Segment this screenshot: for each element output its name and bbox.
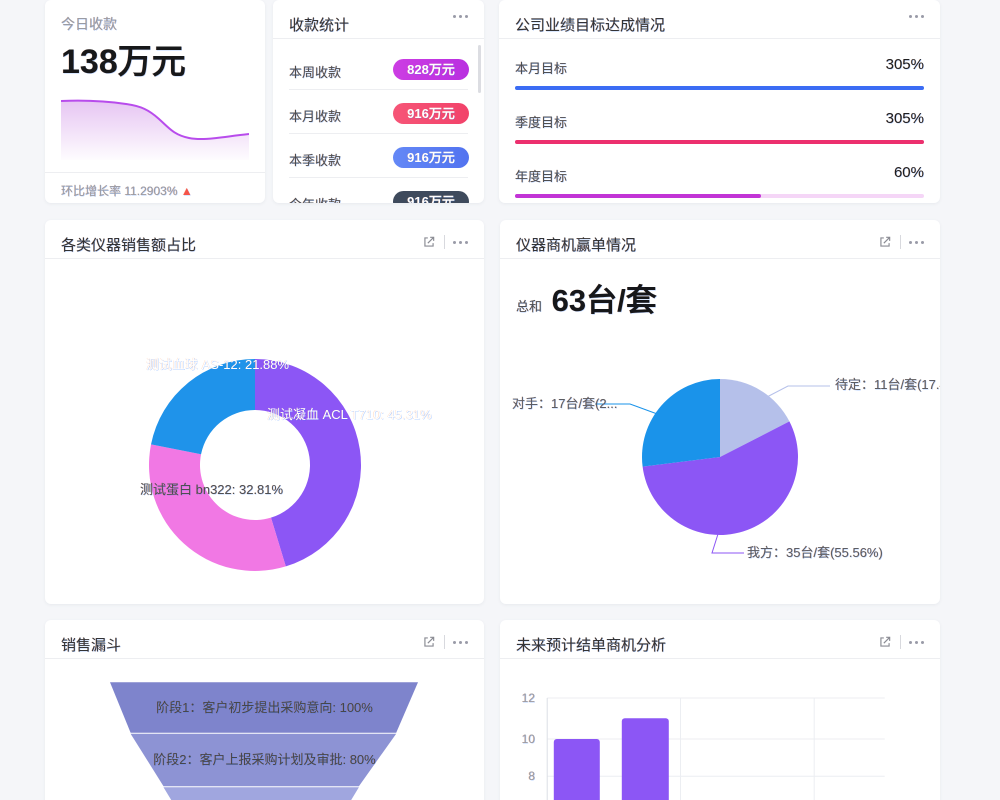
svg-text:测试血球 AS-12: 21.88%: 测试血球 AS-12: 21.88% — [146, 357, 289, 372]
svg-text:10: 10 — [522, 732, 536, 746]
svg-text:阶段2：客户上报采购计划及审批: 80%: 阶段2：客户上报采购计划及审批: 80% — [153, 752, 376, 767]
svg-text:对手：17台/套(2...: 对手：17台/套(2... — [512, 396, 617, 411]
svg-text:8: 8 — [528, 769, 535, 783]
svg-text:待定：11台/套(17.46...: 待定：11台/套(17.46... — [835, 377, 940, 392]
svg-text:我方：35台/套(55.56%): 我方：35台/套(55.56%) — [747, 545, 883, 560]
svg-text:测试蛋白 bn322: 32.81%: 测试蛋白 bn322: 32.81% — [140, 482, 284, 497]
svg-text:测试凝血 ACL T710: 45.31%: 测试凝血 ACL T710: 45.31% — [267, 407, 432, 422]
svg-text:12: 12 — [522, 691, 536, 705]
svg-text:阶段1：客户初步提出采购意向: 100%: 阶段1：客户初步提出采购意向: 100% — [156, 700, 373, 715]
